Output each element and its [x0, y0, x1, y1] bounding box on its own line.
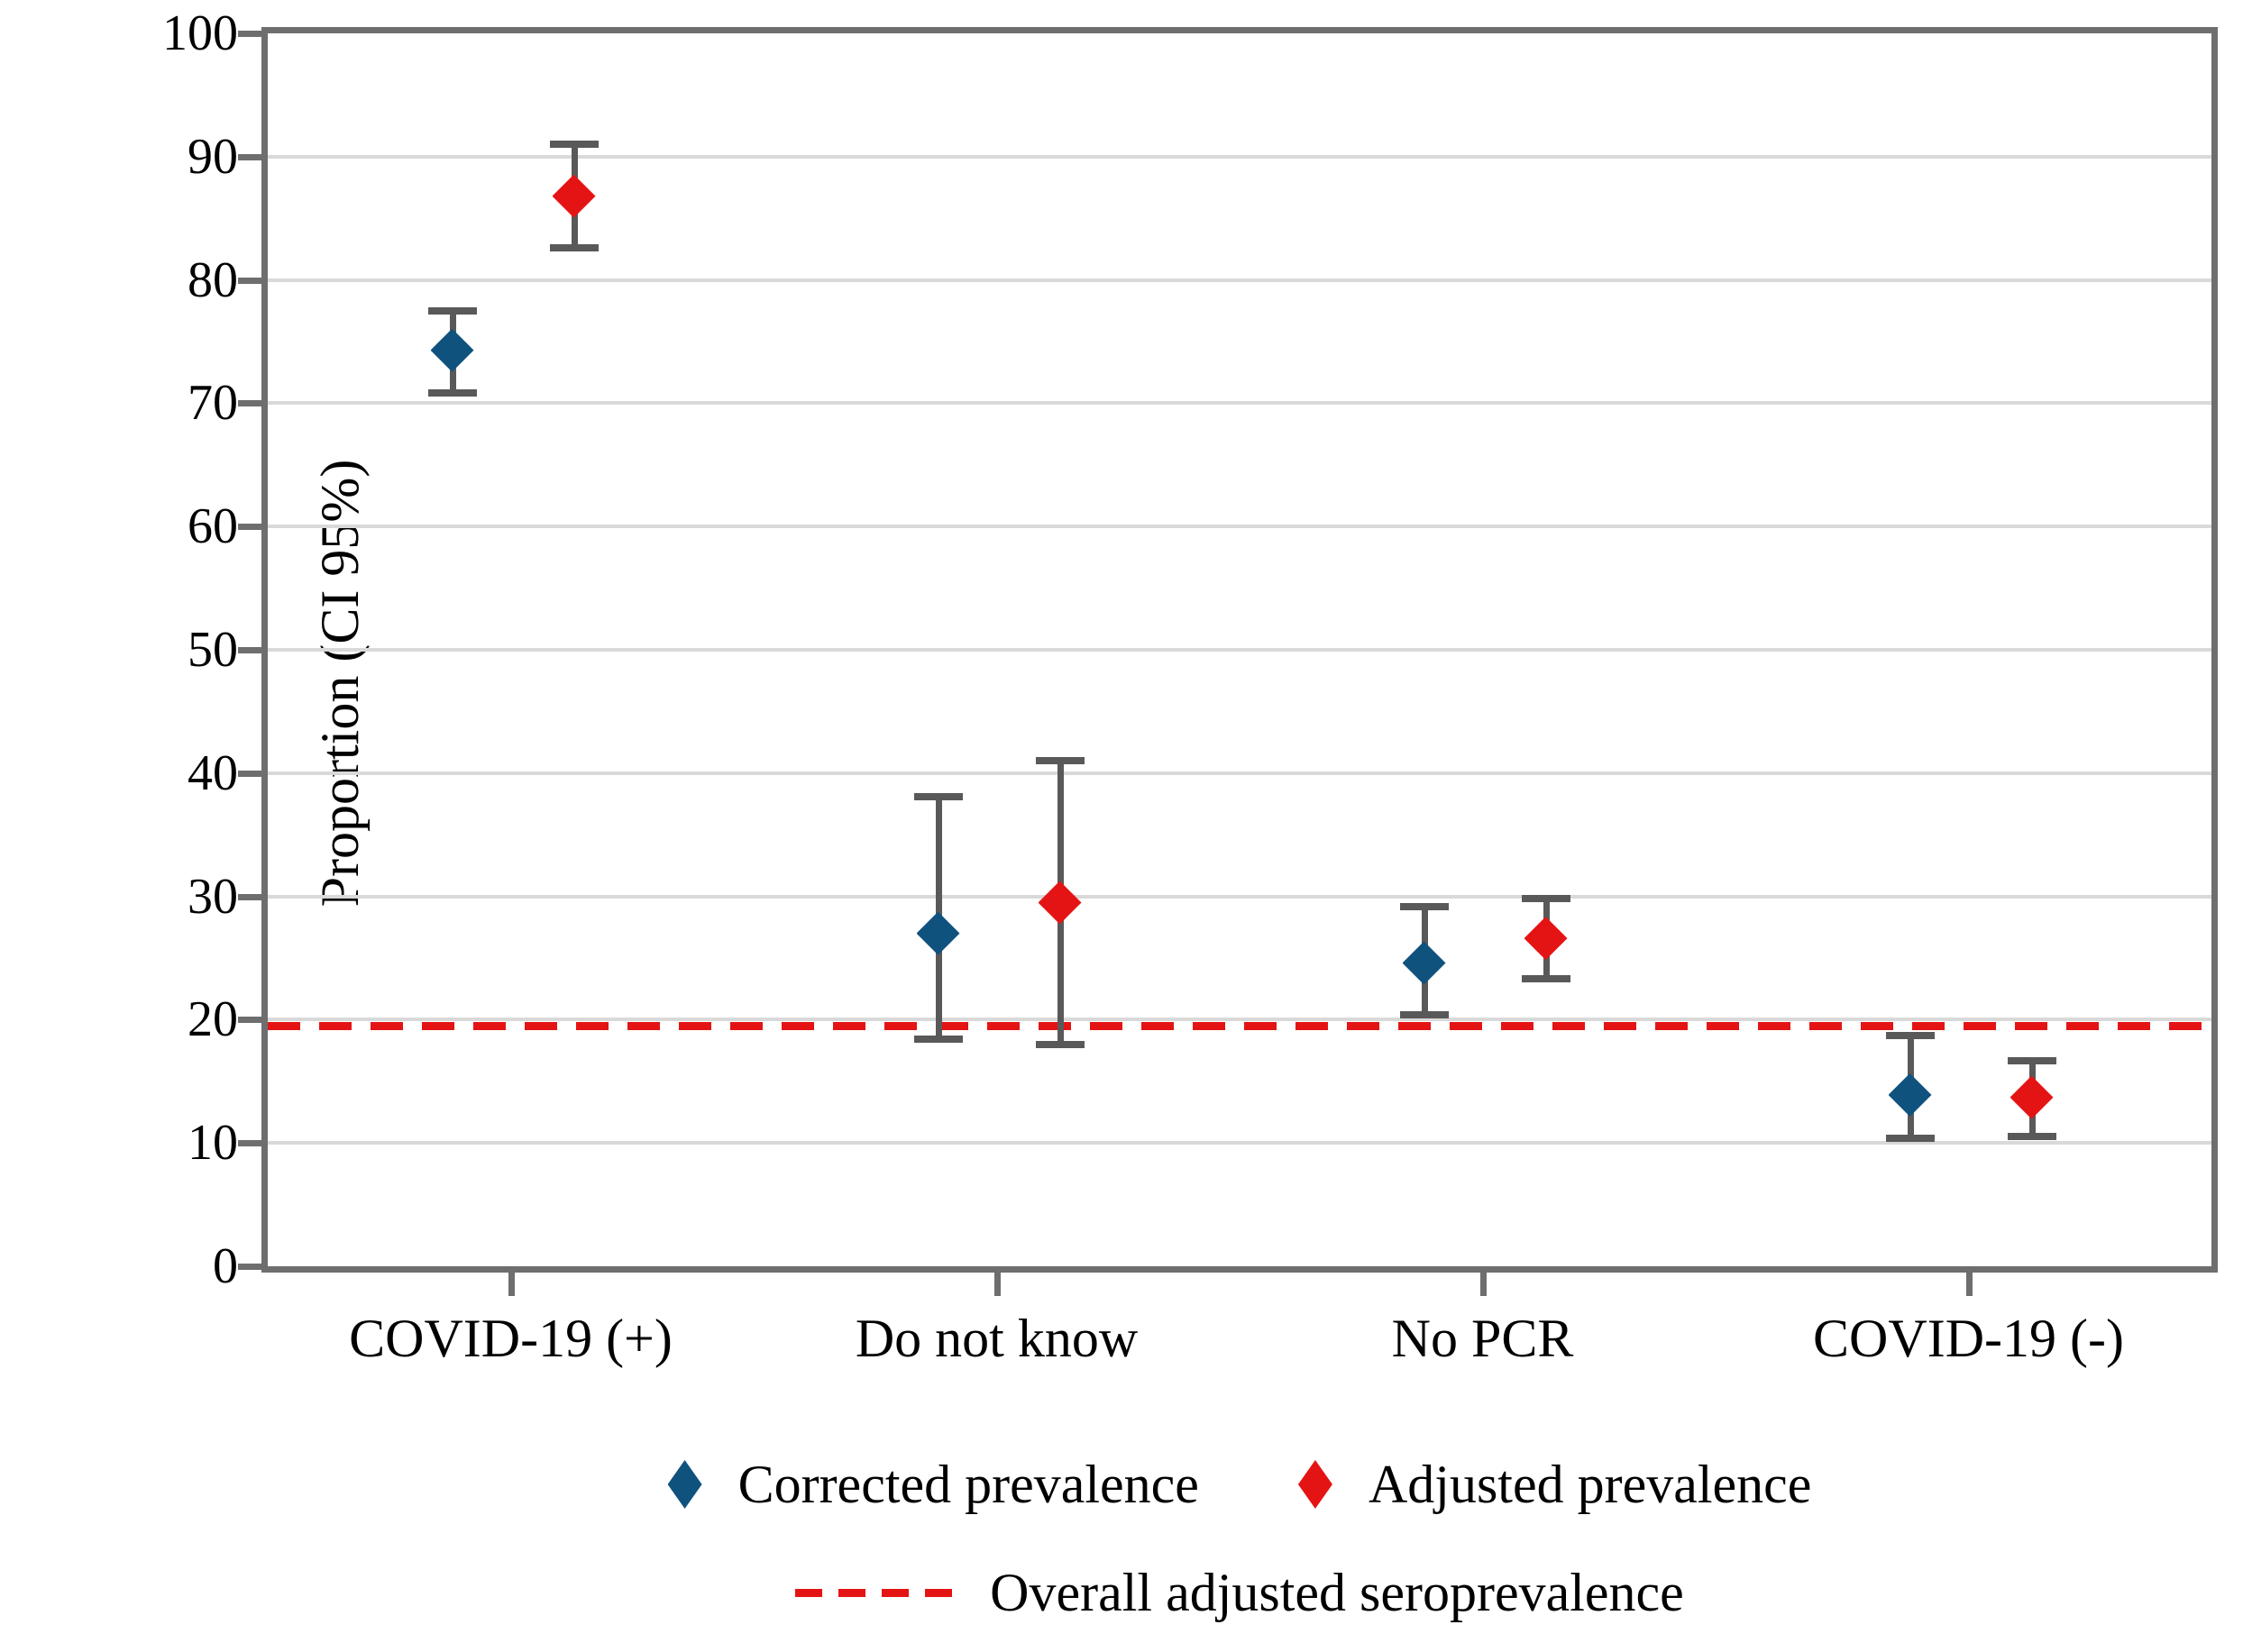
error-bar-cap-top [427, 306, 477, 315]
y-tick-label-90: 90 [188, 128, 238, 185]
error-bar-cap-bottom [427, 389, 477, 397]
marker-corrected-prevalence-covid-19 [1888, 1072, 1932, 1117]
x-tick-do-not-know [993, 1273, 1001, 1296]
error-bar-cap-bottom [1521, 975, 1570, 983]
marker-adjusted-prevalence-no-pcr [1524, 917, 1568, 961]
y-tick-60 [238, 524, 261, 531]
legend-row-reference-line: Overall adjusted seroprevalence [261, 1543, 2218, 1642]
marker-adjusted-prevalence-covid-19 [2010, 1075, 2054, 1119]
y-tick-label-60: 60 [188, 498, 238, 555]
legend-item-corrected-prevalence: Corrected prevalence [667, 1452, 1199, 1517]
error-bar-cap-top [1035, 757, 1085, 765]
error-bar-cap-bottom [2007, 1133, 2056, 1141]
y-tick-80 [238, 277, 261, 284]
y-tick-label-80: 80 [188, 251, 238, 308]
gridline-70 [268, 401, 2211, 406]
y-tick-label-0: 0 [213, 1238, 238, 1294]
reference-line-overall-seroprevalence [268, 1022, 2211, 1031]
y-tick-label-10: 10 [188, 1115, 238, 1172]
error-bar-cap-top [2007, 1056, 2056, 1064]
gridline-40 [268, 771, 2211, 775]
y-tick-90 [238, 153, 261, 160]
marker-corrected-prevalence-covid-19 [430, 328, 474, 372]
y-axis-title: Proportion (CI 95%) [310, 459, 370, 908]
plot-area: Proportion (CI 95%) [238, 27, 2218, 1296]
gridline-80 [268, 278, 2211, 282]
x-category-label-no-pcr: No PCR [1391, 1309, 1574, 1368]
y-tick-40 [238, 770, 261, 777]
y-tick-label-40: 40 [188, 744, 238, 801]
y-tick-100 [238, 31, 261, 37]
adjusted-prevalence-diamond-icon [1297, 1460, 1332, 1509]
legend-item-adjusted-prevalence: Adjusted prevalence [1297, 1452, 1812, 1517]
marker-adjusted-prevalence-covid-19 [552, 174, 596, 218]
marker-corrected-prevalence-no-pcr [1402, 941, 1446, 985]
legend: Corrected prevalence Adjusted prevalence… [261, 1435, 2218, 1642]
legend-label-corrected-prevalence: Corrected prevalence [737, 1455, 1199, 1514]
y-tick-label-20: 20 [188, 991, 238, 1048]
error-bar-cap-top [913, 792, 963, 800]
y-tick-label-70: 70 [188, 375, 238, 432]
y-tick-label-100: 100 [162, 5, 238, 61]
y-tick-20 [238, 1017, 261, 1024]
gridline-50 [268, 648, 2211, 652]
x-tick-covid-19 [508, 1273, 515, 1296]
y-tick-10 [238, 1140, 261, 1147]
gridline-90 [268, 154, 2211, 159]
y-tick-0 [238, 1264, 261, 1270]
x-category-label-covid-19: COVID-19 (-) [1813, 1309, 2124, 1368]
error-bar-cap-top [549, 141, 599, 149]
gridline-20 [268, 1018, 2211, 1022]
gridline-30 [268, 894, 2211, 899]
y-tick-30 [238, 893, 261, 900]
x-tick-no-pcr [1479, 1273, 1487, 1296]
corrected-prevalence-diamond-icon [667, 1460, 702, 1509]
error-bar-cap-bottom [549, 244, 599, 252]
y-tick-70 [238, 400, 261, 407]
x-category-label-covid-19: COVID-19 (+) [349, 1309, 673, 1368]
y-tick-50 [238, 647, 261, 653]
y-tick-label-50: 50 [188, 622, 238, 678]
error-bar-cap-bottom [913, 1036, 963, 1044]
error-bar-cap-top [1521, 895, 1570, 903]
legend-label-overall-seroprevalence: Overall adjusted seroprevalence [990, 1563, 1684, 1622]
y-tick-label-30: 30 [188, 868, 238, 925]
marker-adjusted-prevalence-do-not-know [1038, 881, 1082, 925]
marker-corrected-prevalence-do-not-know [916, 911, 960, 955]
error-bar-cap-bottom [1399, 1010, 1449, 1018]
gridline-10 [268, 1141, 2211, 1145]
error-bar-cap-bottom [1035, 1040, 1085, 1048]
gridline-60 [268, 525, 2211, 529]
dashed-line-icon [795, 1588, 967, 1597]
error-bar-cap-top [1399, 902, 1449, 910]
x-category-label-do-not-know: Do not know [855, 1309, 1139, 1368]
x-tick-covid-19 [1965, 1273, 1973, 1296]
error-bar-cap-bottom [1885, 1134, 1935, 1142]
error-bar-cap-top [1885, 1032, 1935, 1040]
legend-row-series: Corrected prevalence Adjusted prevalence [261, 1435, 2218, 1534]
legend-label-adjusted-prevalence: Adjusted prevalence [1368, 1455, 1812, 1514]
